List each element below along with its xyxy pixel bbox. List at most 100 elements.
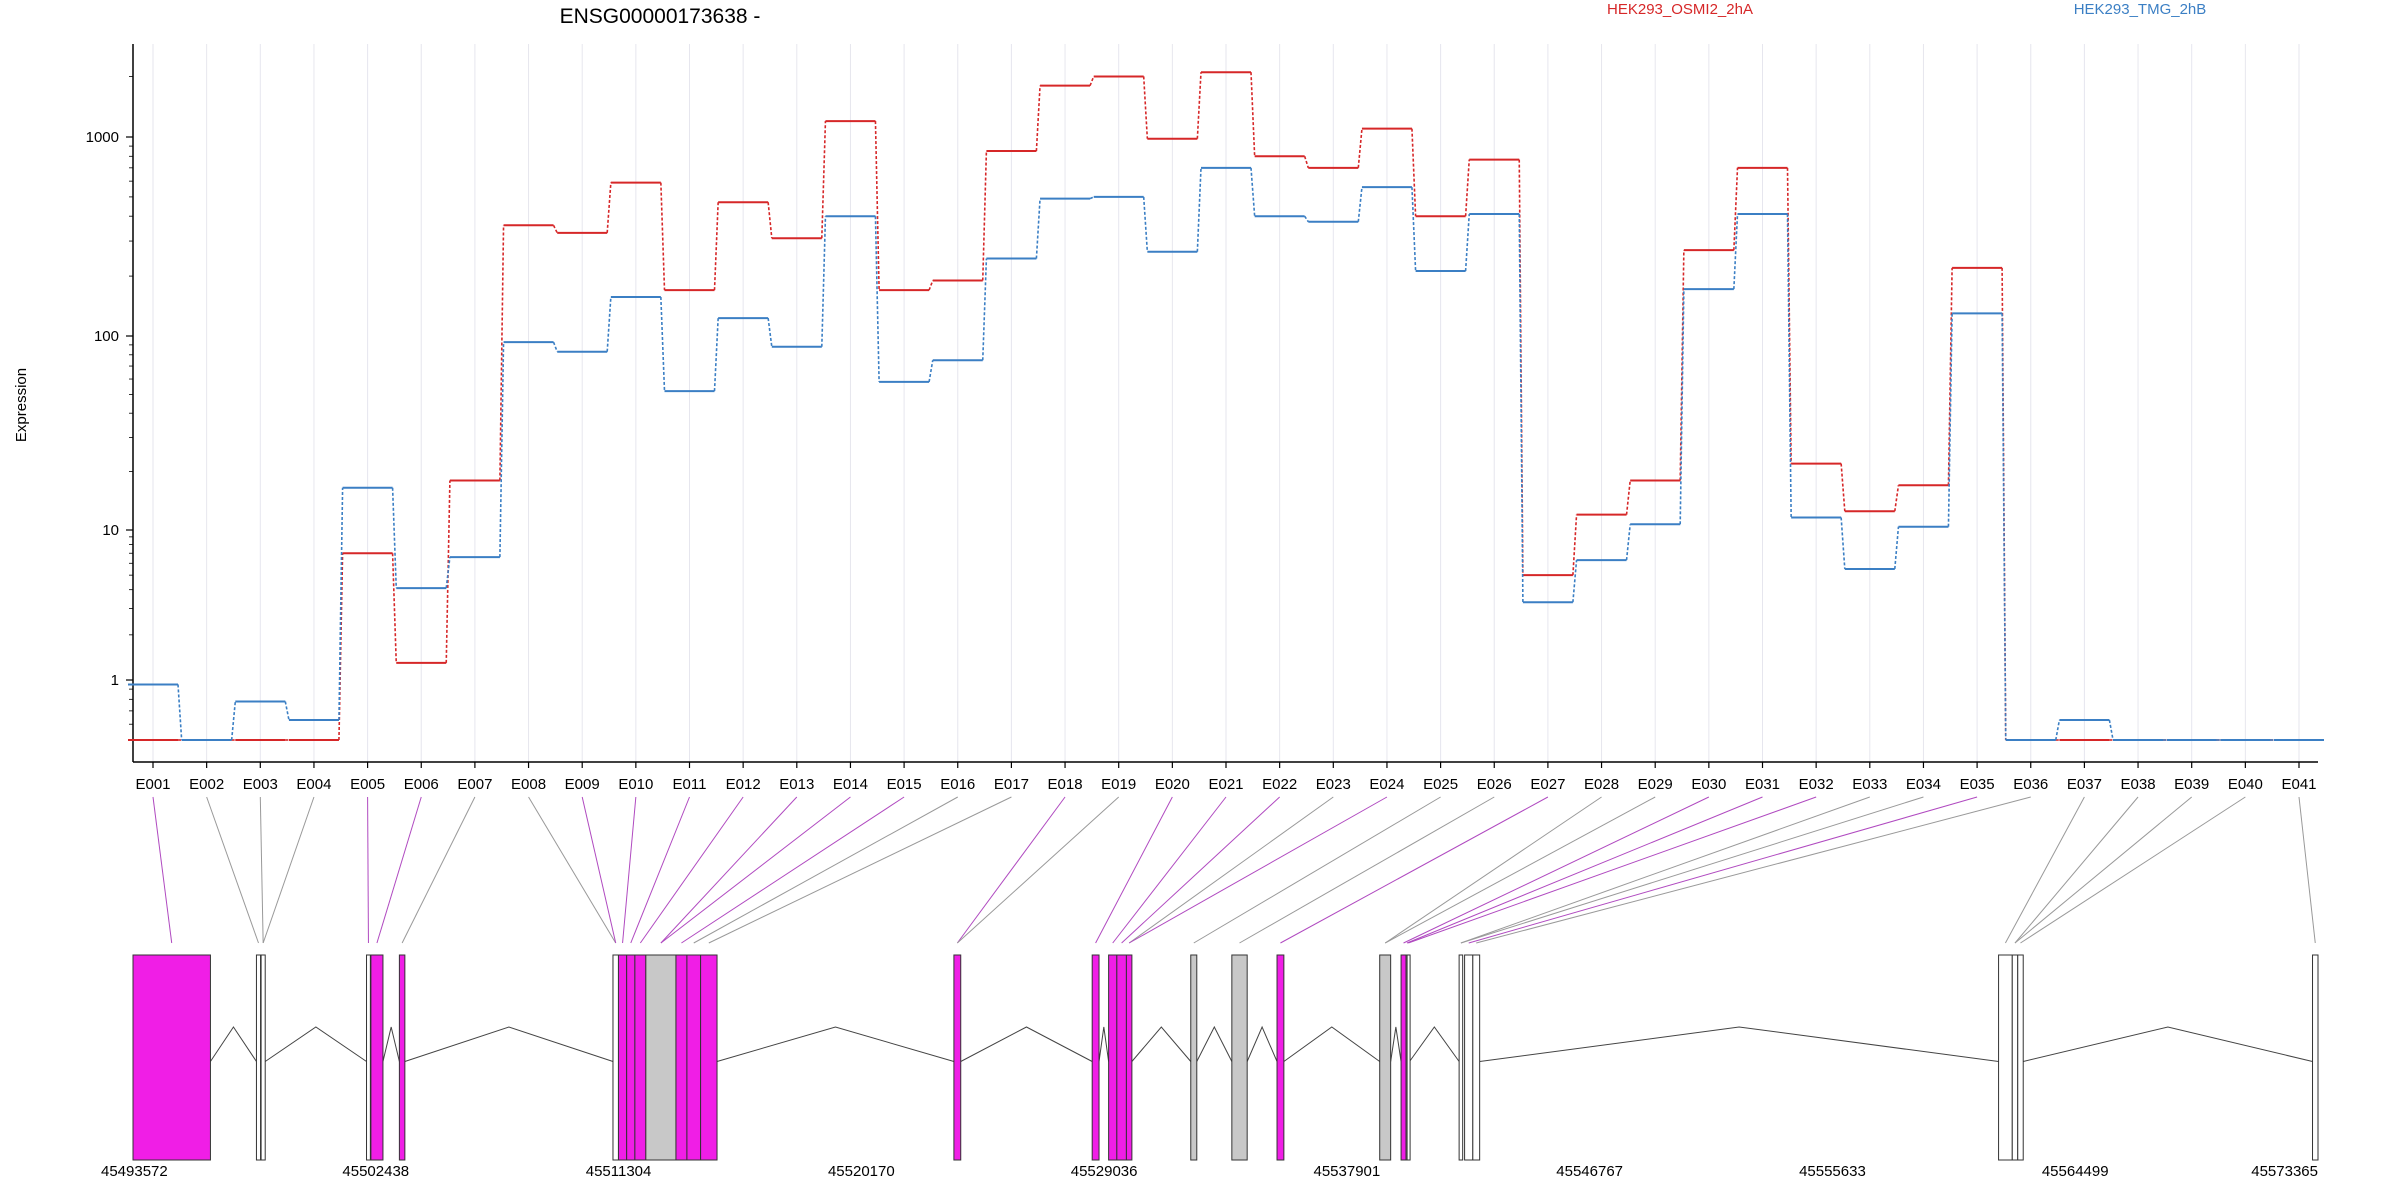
x-tick-label-e001: E001 [135,776,170,793]
connector-segment [1089,196,1095,200]
connector-segment [1625,524,1631,561]
x-tick-label-e036: E036 [2013,776,2048,793]
x-tick-label-e012: E012 [726,776,761,793]
exon-connector-e032 [1408,796,1817,944]
connector-segment [1840,463,1846,512]
connector-segment [284,701,290,721]
legend-entry-osmi2: HEK293_OSMI2_2hA [1607,1,1753,18]
genomic-coordinate-label: 45564499 [2042,1163,2109,1180]
exon-connector-e008 [528,796,617,944]
exon-box [1998,954,2013,1161]
connector-segment [928,360,934,383]
connector-segment [767,318,773,347]
connector-segment [1035,198,1041,259]
y-axis-label: Expression [13,368,30,442]
connector-segment [1464,214,1471,272]
exon-box [1464,954,1474,1161]
exon-connector-e015 [681,796,905,944]
exon-connector-e006 [376,796,422,944]
connector-segment [499,225,505,481]
x-tick-label-e040: E040 [2228,776,2263,793]
intron-line [1131,1026,1192,1062]
connector-segment [821,216,827,347]
exon-connector-e030 [1403,796,1710,944]
exon-connector-e028 [1384,796,1602,944]
connector-segment [2001,313,2007,741]
connector-segment [660,296,666,392]
exon-box [1190,954,1198,1161]
x-tick-label-e009: E009 [565,776,600,793]
exon-connector-e027 [1280,796,1549,944]
genomic-coordinate-label: 45511304 [586,1163,652,1180]
connector-segment [391,553,398,663]
exon-box [1108,954,1118,1161]
intron-line [264,1026,367,1062]
exon-box [2011,954,2019,1161]
exon-box [953,954,962,1161]
connector-segment [1572,514,1578,576]
exon-box [2017,954,2024,1161]
connector-segment [981,151,988,281]
genomic-coordinate-label: 45520170 [828,1163,895,1180]
x-tick-label-e029: E029 [1638,776,1673,793]
exon-connector-e033 [1460,796,1870,944]
exon-connector-e036 [1476,796,2031,944]
exon-connector-e024 [1128,796,1388,944]
x-tick-label-e038: E038 [2121,776,2156,793]
exon-box [1116,954,1127,1161]
exon-connector-e039 [2014,796,2193,944]
x-tick-label-e023: E023 [1316,776,1351,793]
connector-segment [874,216,880,382]
exon-box [370,954,384,1161]
exon-box [612,954,619,1161]
x-tick-label-e030: E030 [1691,776,1726,793]
connector-segment [767,202,773,239]
connector-segment [1733,167,1739,251]
exon-connector-e016 [693,796,958,944]
intron-line [716,1026,955,1062]
exon-connector-e003 [259,796,264,944]
intron-line [960,1026,1093,1062]
x-tick-label-e008: E008 [511,776,546,793]
gene-model-track [132,954,2319,1161]
connector-segment [2054,719,2061,741]
exon-connector-e026 [1239,796,1495,944]
chart-title: ENSG00000173638 - [560,5,761,28]
exon-box [1231,954,1248,1161]
exon-connector-e038 [2014,796,2139,944]
intron-line [404,1026,614,1062]
connector-segment [445,556,451,589]
connector-segment [552,224,558,234]
x-tick-label-e005: E005 [350,776,385,793]
x-tick-label-e032: E032 [1799,776,1834,793]
genomic-coordinate-label: 45529036 [1071,1163,1138,1180]
exon-connector-e012 [639,796,744,944]
exon-box [617,954,628,1161]
connector-segment [1250,72,1256,157]
series-tmg [128,166,2324,741]
connector-segment [1625,480,1631,515]
exon-box [700,954,718,1161]
connector-segment [338,487,344,721]
connector-segment [177,684,183,741]
intron-line [382,1026,400,1062]
x-tick-label-e033: E033 [1852,776,1887,793]
exon-connector-e013 [660,796,798,944]
exon-connector-e010 [622,796,637,944]
legend-entry-tmg: HEK293_TMG_2hB [2074,1,2207,18]
x-tick-label-e016: E016 [940,776,975,793]
connector-segment [1303,215,1309,223]
connector-segment [230,701,237,741]
x-tick-label-e003: E003 [243,776,278,793]
exon-connector-e021 [1112,796,1227,944]
x-tick-label-e006: E006 [404,776,439,793]
intron-line [210,1026,257,1062]
x-tick-label-e031: E031 [1745,776,1780,793]
connector-segment [713,318,719,392]
connector-segment [1035,85,1041,152]
grid-layer [152,44,2300,762]
connector-segment [1411,187,1417,272]
genomic-coordinate-label: 45493572 [101,1163,168,1180]
genomic-coordinate-label: 45537901 [1314,1163,1381,1180]
